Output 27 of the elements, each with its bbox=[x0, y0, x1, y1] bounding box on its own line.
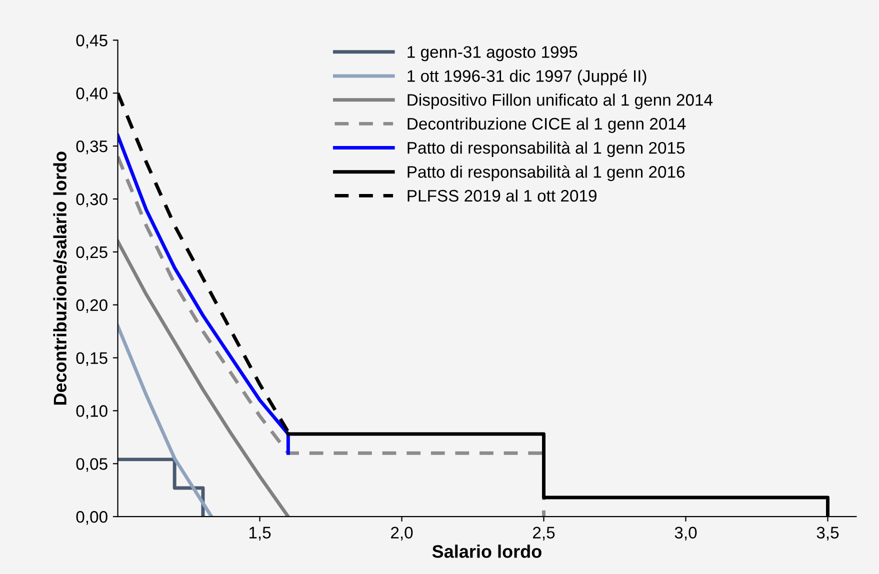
y-tick-label: 0,05 bbox=[76, 458, 108, 472]
x-axis-title: Salario lordo bbox=[432, 544, 542, 558]
x-tick-label: 2,5 bbox=[533, 526, 555, 541]
legend-label: 1 ott 1996-31 dic 1997 (Juppé II) bbox=[408, 70, 646, 86]
y-tick-label: 0,25 bbox=[76, 246, 108, 260]
legend-label: Decontribuzione CICE al 1 genn 2014 bbox=[408, 117, 686, 133]
y-tick-label: 0,30 bbox=[76, 193, 108, 208]
legend-label: PLFSS 2019 al 1 ott 2019 bbox=[408, 189, 596, 202]
legend-label: Patto di responsabilità al 1 genn 2015 bbox=[408, 141, 685, 158]
y-axis-title: Decontribuzione/salario lordo bbox=[53, 152, 67, 405]
y-tick-label: 0,20 bbox=[76, 299, 108, 314]
y-tick-label: 0,00 bbox=[76, 511, 108, 525]
y-tick-label: 0,35 bbox=[76, 140, 108, 154]
legend-label: Dispositivo Fillon unificato al 1 genn 2014 bbox=[408, 94, 713, 110]
legend-label: 1 genn-31 agosto 1995 bbox=[408, 46, 578, 62]
y-tick-label: 0,15 bbox=[76, 352, 108, 366]
x-tick-label: 1,5 bbox=[249, 526, 271, 541]
x-tick-label: 3,5 bbox=[816, 526, 839, 541]
y-tick-label: 0,40 bbox=[76, 88, 108, 102]
legend-label: Patto di responsabilità al 1 genn 2016 bbox=[408, 165, 685, 182]
y-tick-label: 0,45 bbox=[76, 34, 108, 48]
line-series bbox=[118, 324, 214, 517]
x-tick-label: 2,0 bbox=[391, 526, 413, 541]
y-tick-label: 0,10 bbox=[76, 405, 108, 419]
x-tick-label: 3,0 bbox=[674, 526, 697, 541]
line-series bbox=[118, 134, 290, 455]
line-series bbox=[118, 240, 290, 517]
